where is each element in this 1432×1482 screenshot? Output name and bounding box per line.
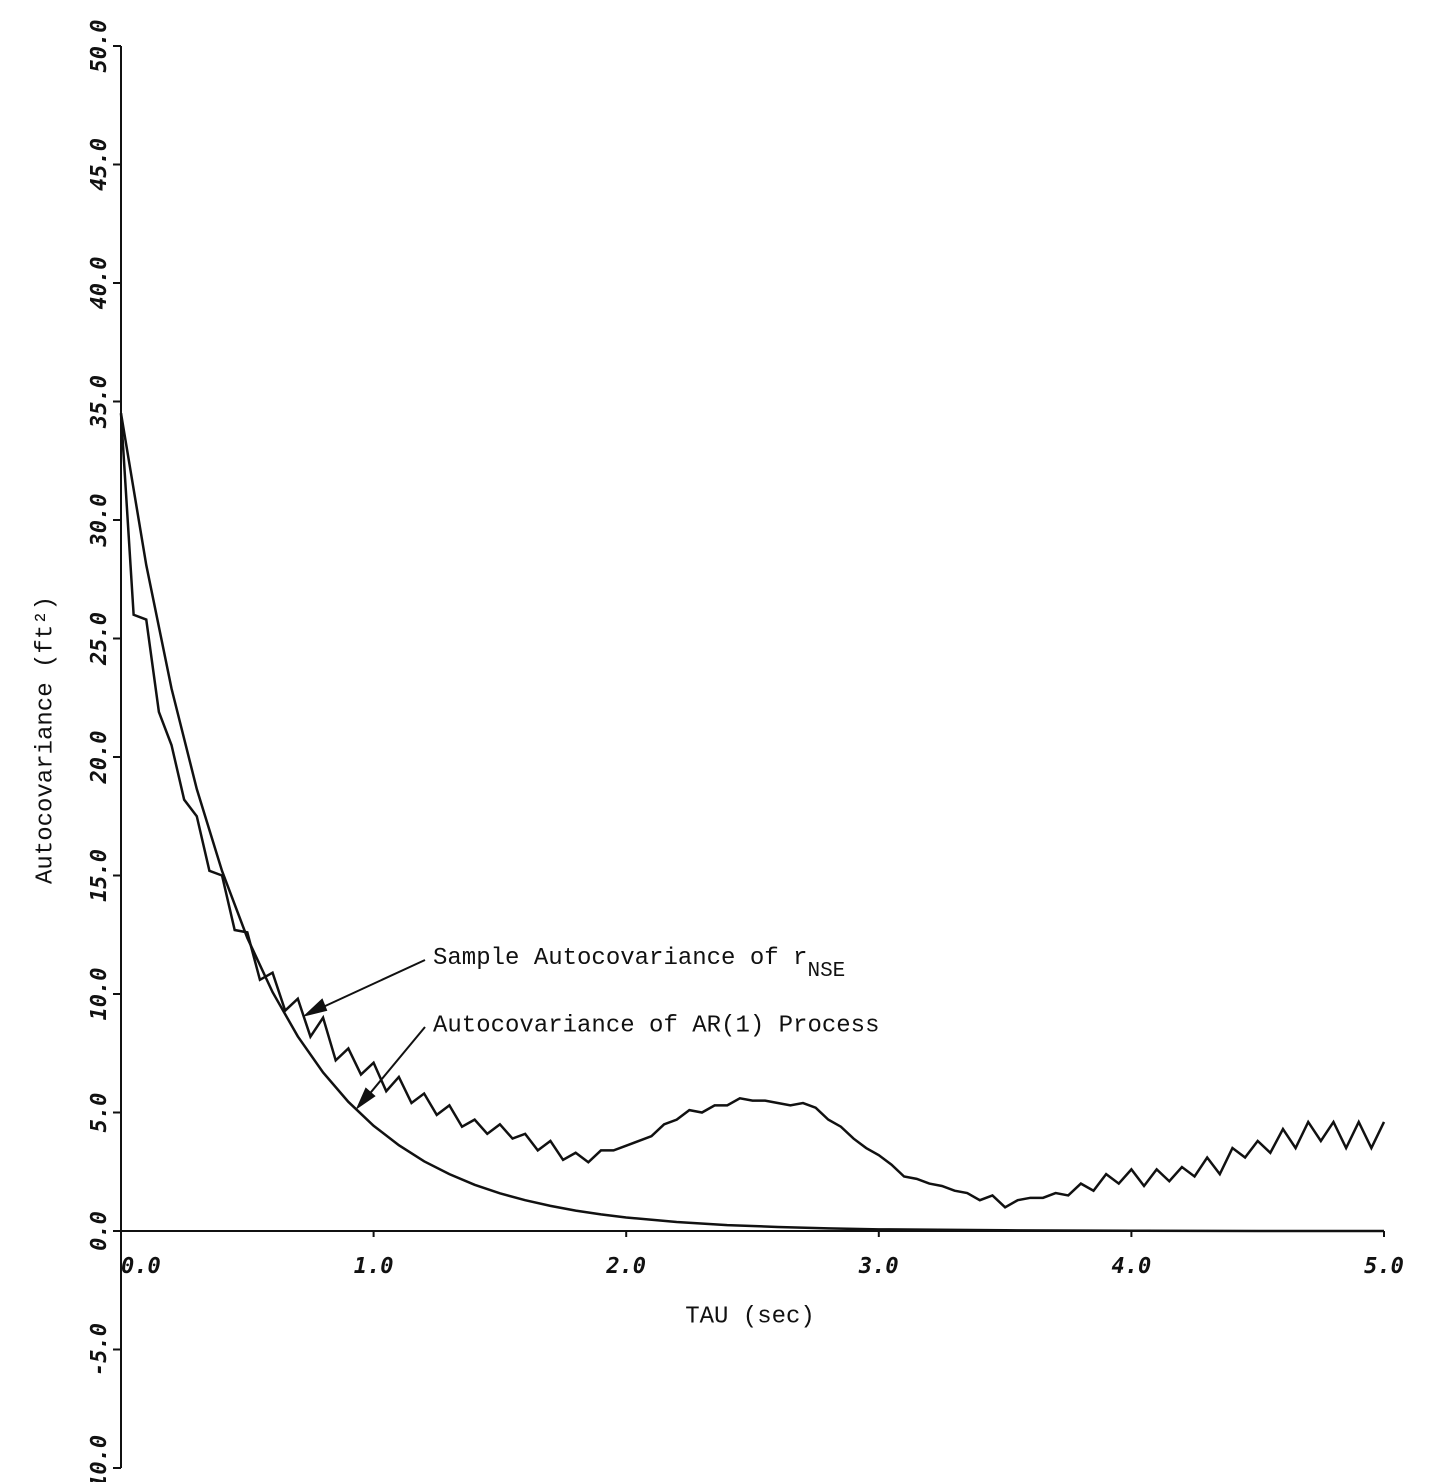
y-tick-label: 15.0 — [87, 849, 112, 902]
y-tick-label: 25.0 — [87, 612, 112, 666]
y-tick-label: 30.0 — [87, 494, 112, 548]
arrow-line — [361, 1026, 426, 1104]
y-tick-label: 0.0 — [87, 1211, 112, 1251]
line-series — [119, 413, 1384, 1233]
y-tick-label: -5.0 — [87, 1323, 112, 1376]
arrow-head — [355, 1087, 376, 1110]
arrows — [302, 959, 426, 1110]
x-tick-label: 3.0 — [858, 1254, 899, 1279]
x-tick-label: 0.0 — [121, 1254, 161, 1279]
annotation-text: Sample Autocovariance of r — [433, 945, 807, 972]
arrow-line — [309, 959, 426, 1014]
annotation-subscript: NSE — [807, 960, 845, 983]
y-tick-label: 40.0 — [87, 257, 112, 310]
y-tick-label: 50.0 — [87, 20, 112, 73]
arrow-head — [302, 998, 328, 1017]
annotation: Sample Autocovariance of rNSE — [433, 945, 845, 982]
y-tick-label: -10.0 — [87, 1435, 112, 1482]
y-tick-label: 5.0 — [87, 1093, 112, 1133]
y-tick-label: 45.0 — [87, 138, 112, 191]
y-tick-label: 35.0 — [87, 375, 112, 429]
y-axis-label: Autocovariance (ft²) — [32, 596, 59, 884]
y-tick-label: 20.0 — [87, 731, 112, 785]
y-tick-label: 10.0 — [87, 968, 112, 1021]
x-tick-label: 1.0 — [354, 1254, 394, 1279]
x-tick-label: 4.0 — [1112, 1254, 1152, 1279]
x-tick-label: 2.0 — [605, 1254, 646, 1279]
line-series — [119, 413, 1386, 1209]
annotation: Autocovariance of AR(1) Process — [433, 1012, 879, 1039]
x-tick-label: 5.0 — [1364, 1254, 1404, 1279]
x-axis-label: TAU (sec) — [685, 1303, 815, 1330]
